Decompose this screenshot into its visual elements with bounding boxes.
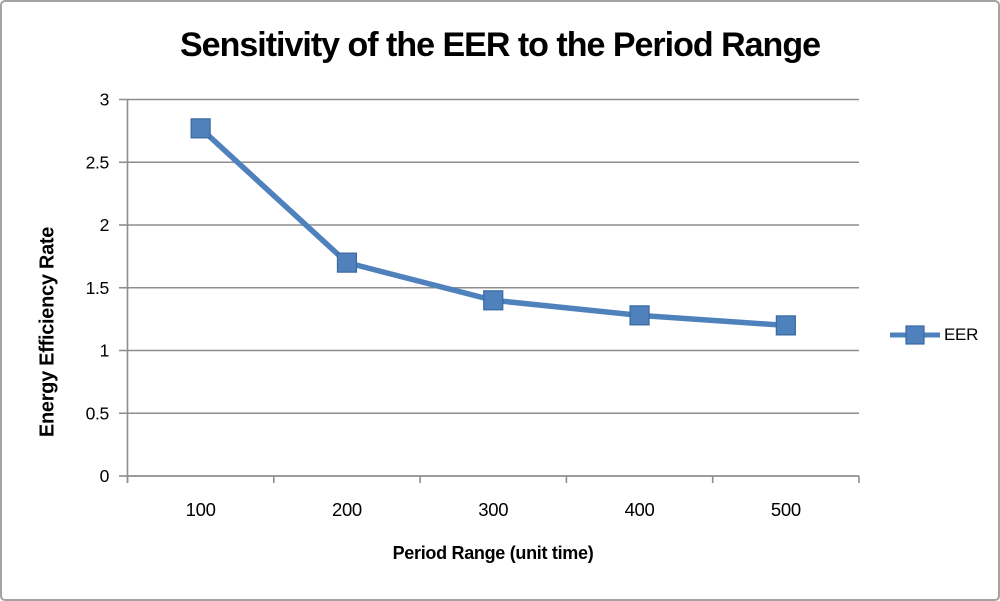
x-tick-label: 100 bbox=[186, 499, 216, 520]
data-point-marker bbox=[629, 305, 650, 326]
chart-title: Sensitivity of the EER to the Period Ran… bbox=[180, 26, 821, 64]
y-tick-label: 1.5 bbox=[86, 278, 109, 298]
x-tick-label: 500 bbox=[771, 499, 801, 520]
x-axis-title: Period Range (unit time) bbox=[392, 543, 594, 563]
data-point-marker bbox=[190, 118, 211, 139]
legend: EER bbox=[888, 324, 978, 346]
x-tick-label: 300 bbox=[478, 499, 508, 520]
x-tick-label: 200 bbox=[332, 499, 362, 520]
x-tick-label: 400 bbox=[625, 499, 655, 520]
y-tick-label: 2 bbox=[100, 215, 109, 235]
data-point-marker bbox=[336, 252, 358, 273]
y-axis-title: Energy Efficiency Rate bbox=[36, 226, 59, 438]
legend-marker bbox=[905, 325, 925, 345]
y-tick-label: 2.5 bbox=[86, 152, 109, 172]
y-tick-label: 3 bbox=[100, 90, 109, 110]
legend-series-swatch bbox=[890, 325, 940, 345]
data-point-marker bbox=[775, 315, 796, 336]
y-tick-label: 1 bbox=[100, 341, 109, 361]
data-point-marker bbox=[483, 290, 504, 311]
y-tick-label: 0.5 bbox=[86, 403, 109, 423]
legend-label: EER bbox=[944, 325, 979, 344]
y-tick-label: 0 bbox=[100, 466, 110, 486]
